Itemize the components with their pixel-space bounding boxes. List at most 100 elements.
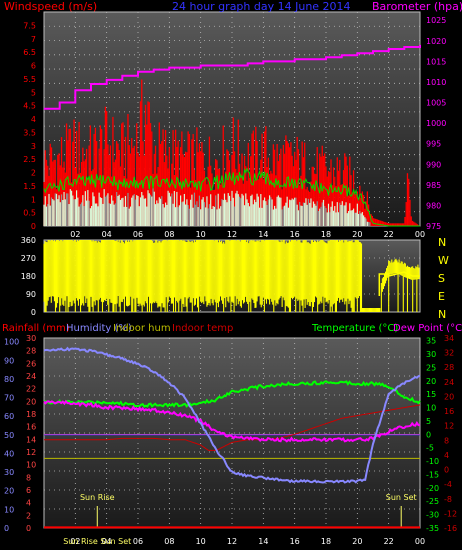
temp-x-tick-label: 14 [258, 537, 268, 546]
humidity-line [43, 346, 421, 484]
wind-y-tick-label: 4.5 [23, 102, 36, 111]
temp-legend-label: Indoor hum [113, 323, 171, 334]
temperature-legend-label: Temperature (°C) [311, 323, 398, 334]
indoor-y-tick-label: 4 [444, 451, 449, 460]
temperature-y-tick-label: 35 [426, 337, 436, 346]
compass-label: N [438, 308, 446, 321]
temp-x-tick-label: 06 [133, 537, 143, 546]
wind-y-tick-label: 2 [31, 169, 36, 178]
sun-annotation: Sun Rise [80, 493, 115, 502]
barometer-y-tick-label: 1010 [426, 78, 446, 87]
temp-x-tick-label: 02 [70, 537, 80, 546]
direction-y-tick-label: 0 [31, 308, 36, 317]
temperature-y-tick-label: -5 [426, 444, 434, 453]
wind-average-line [43, 167, 420, 227]
wind-x-tick-label: 04 [102, 230, 112, 239]
compass-label: S [438, 272, 445, 285]
wind-y-tick-label: 7.5 [23, 21, 36, 30]
temperature-y-tick-label: 25 [426, 363, 436, 372]
barometer-y-tick-label: 1005 [426, 99, 446, 108]
humidity-y-tick-label: 90 [4, 356, 14, 365]
temp-legend-label: Humidity (%) [66, 323, 132, 334]
rain-y-tick-label: 18 [26, 410, 36, 419]
indoor-y-tick-label: -12 [444, 509, 457, 518]
wind-y-tick-label: 5.5 [23, 75, 36, 84]
wind-x-tick-label: 20 [352, 230, 362, 239]
dewpoint-legend-label: Dew Point (°C) [393, 323, 462, 334]
barometer-y-tick-label: 1015 [426, 57, 446, 66]
temperature-y-tick-label: 0 [426, 430, 431, 439]
rain-y-tick-label: 30 [26, 334, 36, 343]
indoor-y-tick-label: 24 [444, 378, 454, 387]
wind-x-tick-label: 02 [70, 230, 80, 239]
temp-x-tick-label: 12 [227, 537, 237, 546]
compass-label: W [438, 254, 449, 267]
temperature-y-tick-label: -25 [426, 497, 439, 506]
temperature-y-tick-label: -35 [426, 524, 439, 533]
indoor-y-tick-label: -16 [444, 524, 457, 533]
sun-annotation-lower: Sun Rise Sun Set [63, 537, 131, 546]
wind-axis-title: Windspeed (m/s) [4, 0, 97, 13]
temperature-y-tick-label: 30 [426, 350, 436, 359]
wind-x-tick-label: 06 [133, 230, 143, 239]
wind-y-tick-label: 2.5 [23, 155, 36, 164]
indoor-y-tick-label: 12 [444, 422, 454, 431]
humidity-y-tick-label: 40 [4, 449, 14, 458]
temperature-y-tick-label: -10 [426, 457, 439, 466]
temperature-y-tick-label: -15 [426, 470, 439, 479]
sun-annotation: Sun Set [386, 493, 417, 502]
wind-y-tick-label: 5 [31, 88, 36, 97]
barometer-y-tick-label: 1020 [426, 37, 446, 46]
rain-y-tick-label: 12 [26, 448, 36, 457]
indoor-y-tick-label: -8 [444, 495, 452, 504]
wind-y-tick-label: 3 [31, 142, 36, 151]
indoor-y-tick-label: 34 [444, 334, 454, 343]
rain-y-tick-label: 20 [26, 397, 36, 406]
humidity-y-tick-label: 80 [4, 375, 14, 384]
humidity-y-tick-label: 60 [4, 412, 14, 421]
humidity-y-tick-label: 100 [4, 338, 19, 347]
wind-y-tick-label: 4 [31, 115, 36, 124]
wind-barometer-panel: Windspeed (m/s) 24 hour graph day 14 June… [4, 0, 462, 239]
barometer-y-tick-label: 975 [426, 222, 441, 231]
direction-y-tick-label: 90 [26, 290, 36, 299]
rain-y-tick-label: 10 [26, 461, 36, 470]
indoor-y-tick-label: 32 [444, 349, 454, 358]
indoor-temperature-line [44, 404, 421, 451]
rain-y-tick-label: 4 [26, 499, 31, 508]
temp-x-tick-label: 10 [196, 537, 206, 546]
indoor-y-tick-label: 20 [444, 392, 454, 401]
direction-trace [378, 271, 420, 296]
humidity-y-tick-label: 30 [4, 468, 14, 477]
rain-y-tick-label: 2 [26, 511, 31, 520]
compass-label: E [438, 290, 445, 303]
compass-label: N [438, 236, 446, 249]
rain-y-tick-label: 14 [26, 435, 36, 444]
rain-y-tick-label: 28 [26, 347, 36, 356]
wind-x-tick-label: 16 [290, 230, 300, 239]
temp-x-tick-label: 08 [164, 537, 174, 546]
temp-x-tick-label: 04 [102, 537, 112, 546]
wind-x-tick-label: 08 [164, 230, 174, 239]
wind-y-tick-label: 0 [31, 222, 36, 231]
barometer-y-tick-label: 985 [426, 181, 441, 190]
wind-y-tick-label: 1 [31, 195, 36, 204]
humidity-y-tick-label: 50 [4, 431, 14, 440]
wind-y-tick-label: 1.5 [23, 182, 36, 191]
rain-y-tick-label: 26 [26, 359, 36, 368]
direction-y-tick-label: 270 [21, 254, 36, 263]
indoor-y-tick-label: 28 [444, 363, 454, 372]
temp-x-tick-label: 20 [352, 537, 362, 546]
temperature-y-tick-label: 10 [426, 404, 436, 413]
barometer-axis-title: Barometer (hpa) [372, 0, 462, 13]
indoor-y-tick-label: 8 [444, 436, 449, 445]
temperature-line [43, 380, 421, 408]
temperature-humidity-panel: Rainfall (mm)Humidity (%)Indoor hum Indoo… [2, 323, 462, 546]
dewpoint-line [43, 399, 421, 443]
temperature-y-tick-label: 5 [426, 417, 431, 426]
rain-y-tick-label: 6 [26, 486, 31, 495]
rain-y-tick-label: 0 [26, 524, 31, 533]
humidity-y-tick-label: 20 [4, 487, 14, 496]
